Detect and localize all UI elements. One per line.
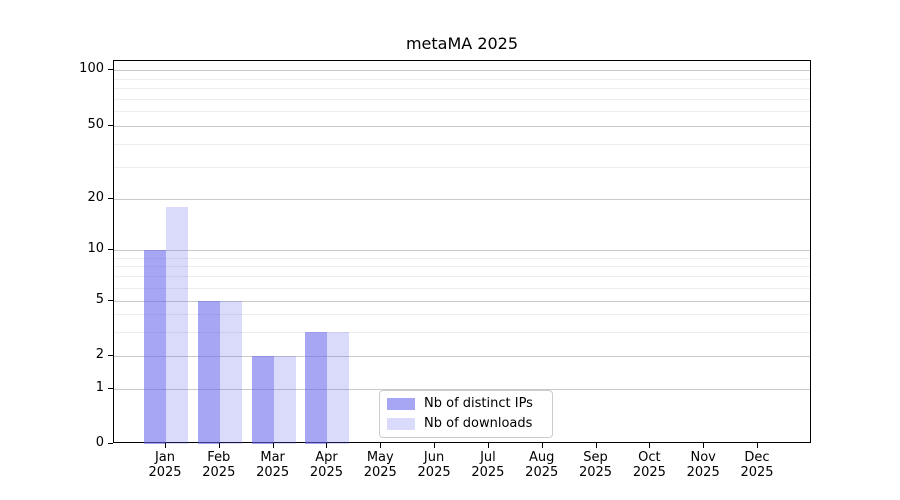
minor-gridline	[114, 276, 810, 278]
bar-distinct-ips-mar	[251, 356, 274, 444]
x-tick-label: Sep 2025	[578, 450, 613, 480]
x-tick	[541, 443, 543, 448]
bar-distinct-ips-apr	[305, 331, 328, 444]
bar-downloads-feb	[219, 301, 242, 444]
plot-area	[113, 60, 811, 444]
y-tick-label: 100	[79, 61, 104, 76]
x-tick	[595, 443, 597, 448]
major-gridline	[114, 389, 810, 390]
y-tick-label: 1	[95, 380, 104, 395]
minor-gridline	[114, 78, 810, 80]
legend-label-downloads: Nb of downloads	[424, 415, 533, 431]
x-tick-label: May 2025	[363, 450, 397, 480]
y-tick-label: 20	[87, 190, 104, 205]
major-gridline	[114, 250, 810, 251]
x-tick-label: Jul 2025	[471, 450, 505, 480]
x-tick-label: Apr 2025	[309, 450, 343, 480]
y-tick	[108, 388, 113, 389]
x-tick-label: Dec 2025	[740, 450, 774, 480]
major-gridline	[114, 356, 810, 357]
major-gridline	[114, 70, 810, 71]
major-gridline	[114, 301, 810, 302]
y-tick	[108, 300, 113, 301]
y-tick-label: 5	[95, 292, 104, 307]
bar-downloads-jan	[166, 206, 188, 444]
x-tick	[380, 443, 382, 448]
y-tick-label: 2	[95, 347, 104, 362]
y-tick	[108, 125, 113, 126]
x-tick	[326, 443, 328, 448]
minor-gridline	[114, 314, 810, 316]
major-gridline	[114, 126, 810, 127]
legend-swatch-downloads-icon	[387, 417, 415, 430]
minor-gridline	[114, 143, 810, 145]
y-tick	[108, 69, 113, 70]
x-tick	[434, 443, 436, 448]
x-tick	[272, 443, 274, 448]
y-tick-label: 0	[95, 435, 104, 450]
x-tick-label: Nov 2025	[686, 450, 720, 480]
x-tick-label: Jun 2025	[417, 450, 451, 480]
x-tick-label: Aug 2025	[525, 450, 559, 480]
x-tick	[757, 443, 758, 448]
minor-gridline	[114, 98, 810, 100]
bar-distinct-ips-feb	[197, 301, 220, 444]
x-tick-label: Mar 2025	[256, 450, 290, 480]
legend-item-distinct-ips: Nb of distinct IPs	[380, 396, 552, 412]
minor-gridline	[114, 331, 810, 333]
minor-gridline	[114, 287, 810, 289]
x-tick-label: Oct 2025	[632, 450, 666, 480]
minor-gridline	[114, 166, 810, 168]
legend: Nb of distinct IPs Nb of downloads	[379, 390, 553, 438]
y-tick	[108, 355, 113, 356]
x-tick	[487, 443, 489, 448]
y-tick	[108, 443, 113, 444]
chart-title: metaMA 2025	[405, 34, 519, 53]
bar-downloads-mar	[273, 356, 296, 444]
minor-gridline	[114, 88, 810, 90]
y-tick	[108, 249, 113, 250]
x-tick	[218, 443, 220, 448]
y-tick-label: 10	[87, 241, 104, 256]
legend-label-distinct-ips: Nb of distinct IPs	[424, 396, 533, 412]
x-tick	[703, 443, 705, 448]
major-gridline	[114, 199, 810, 200]
y-tick-label: 50	[87, 117, 104, 132]
x-tick	[649, 443, 651, 448]
legend-swatch-distinct-ips-icon	[387, 398, 415, 411]
x-tick	[165, 443, 166, 448]
minor-gridline	[114, 257, 810, 259]
x-tick-label: Feb 2025	[202, 450, 236, 480]
bar-distinct-ips-jan	[144, 250, 166, 444]
x-tick-label: Jan 2025	[148, 450, 182, 480]
legend-item-downloads: Nb of downloads	[380, 416, 552, 432]
minor-gridline	[114, 111, 810, 113]
y-tick	[108, 198, 113, 199]
bar-downloads-apr	[327, 331, 350, 444]
minor-gridline	[114, 266, 810, 268]
